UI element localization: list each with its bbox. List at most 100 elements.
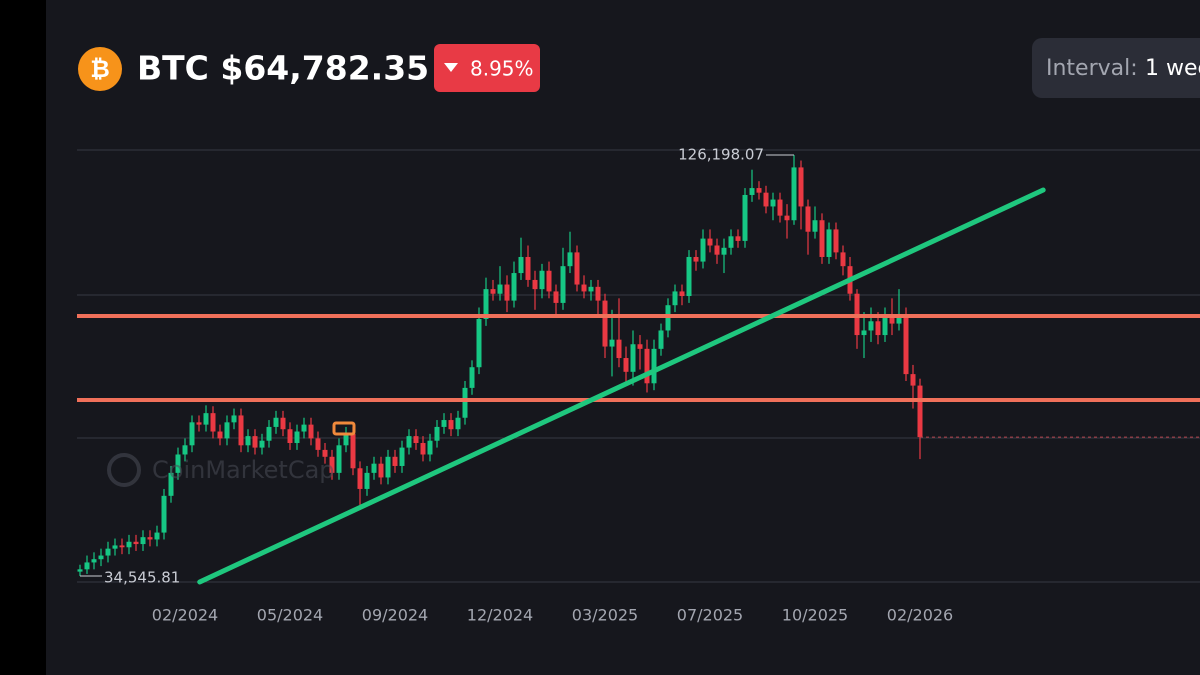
candle-body [882, 316, 888, 336]
candle-body [161, 495, 167, 533]
candle-body [105, 548, 111, 556]
candle-body [581, 284, 587, 292]
title: BTC $64,782.35 [137, 49, 429, 88]
candle-body [252, 436, 258, 448]
candle-body [770, 199, 776, 207]
candle-body [798, 167, 804, 207]
candle-body [385, 456, 391, 478]
candle-body [371, 463, 377, 473]
candle-body [595, 286, 601, 301]
candle-body [343, 433, 349, 446]
candle-body [77, 569, 83, 572]
candle-body [812, 220, 818, 232]
candle-body [133, 541, 139, 545]
candle-body [686, 256, 692, 297]
candle-body [140, 537, 146, 545]
candle-body [357, 468, 363, 489]
candle-body [217, 431, 223, 439]
candle-body [630, 344, 636, 372]
candle-body [392, 456, 398, 466]
candle-body [672, 291, 678, 306]
candle-body [721, 247, 727, 255]
interval-label: Interval: [1046, 56, 1138, 81]
candle-body [399, 447, 405, 466]
candle-body [182, 445, 188, 455]
candle-body [301, 424, 307, 432]
candle-body [315, 438, 321, 450]
candle-body [455, 417, 461, 430]
candle-body [350, 433, 356, 469]
candle-body [644, 348, 650, 384]
candle-body [518, 256, 524, 274]
candle-body [196, 422, 202, 425]
candle-body [728, 236, 734, 248]
candle-body [308, 424, 314, 439]
down-arrow [444, 63, 458, 72]
candle-body [784, 215, 790, 221]
candle-body [700, 238, 706, 262]
change-label: 8.95% [470, 57, 534, 81]
candle-body [497, 284, 503, 294]
candle-body [84, 562, 90, 570]
plot: 02/2024 05/2024 09/2024 12/2024 03/2025 07/20… [77, 146, 1200, 625]
candle-body [588, 286, 594, 292]
candle-body [476, 318, 482, 368]
candle-body [679, 291, 685, 297]
x-tick-label: 12/2024 [467, 606, 533, 625]
candle-body [756, 188, 762, 193]
candle-body [483, 289, 489, 319]
candle-body [539, 270, 545, 290]
x-tick-label: 10/2025 [782, 606, 848, 625]
candle-body [287, 429, 293, 444]
candle-body [707, 238, 713, 246]
candle-body [903, 314, 909, 375]
candle-body [98, 555, 104, 560]
candle-body [504, 284, 510, 301]
interval-value: 1 week [1145, 56, 1200, 81]
candle-body [224, 422, 230, 439]
btc-icon [78, 47, 122, 91]
candle-body [616, 339, 622, 359]
candle-body [329, 456, 335, 473]
candle-body [238, 415, 244, 446]
candle-body [651, 348, 657, 384]
candle-body [413, 436, 419, 444]
change-badge [434, 44, 540, 92]
candle-body [637, 344, 643, 349]
candle-body [749, 188, 755, 195]
candle-body [420, 443, 426, 455]
high-label: 126,198.07 [678, 146, 764, 164]
candle-body [259, 440, 265, 448]
candle-body [266, 426, 272, 441]
candle-body [294, 431, 300, 444]
candle-body [560, 266, 566, 303]
candle-body [378, 463, 384, 478]
trend-line [197, 187, 1046, 585]
candle-body [245, 436, 251, 446]
candle-body [441, 420, 447, 427]
candle-body [553, 291, 559, 303]
candle-body [126, 541, 132, 548]
candle-body [819, 220, 825, 257]
candle-body [840, 252, 846, 267]
candle-body [763, 192, 769, 207]
candle-body [322, 449, 328, 457]
candle-body [434, 426, 440, 441]
candle-body [868, 321, 874, 331]
candle-body [826, 229, 832, 257]
candle-body [805, 206, 811, 232]
candle-body [231, 415, 237, 423]
candle-body [154, 532, 160, 540]
candle-body [567, 252, 573, 267]
x-tick-label: 05/2024 [257, 606, 323, 625]
interval-button[interactable] [1032, 38, 1200, 98]
candle-body [658, 330, 664, 349]
watermark: CoinMarketCap [152, 456, 335, 484]
x-tick-label: 07/2025 [677, 606, 743, 625]
candle-body [511, 273, 517, 301]
x-tick-label: 09/2024 [362, 606, 428, 625]
low-label: 34,545.81 [104, 569, 180, 587]
candle-body [406, 436, 412, 448]
